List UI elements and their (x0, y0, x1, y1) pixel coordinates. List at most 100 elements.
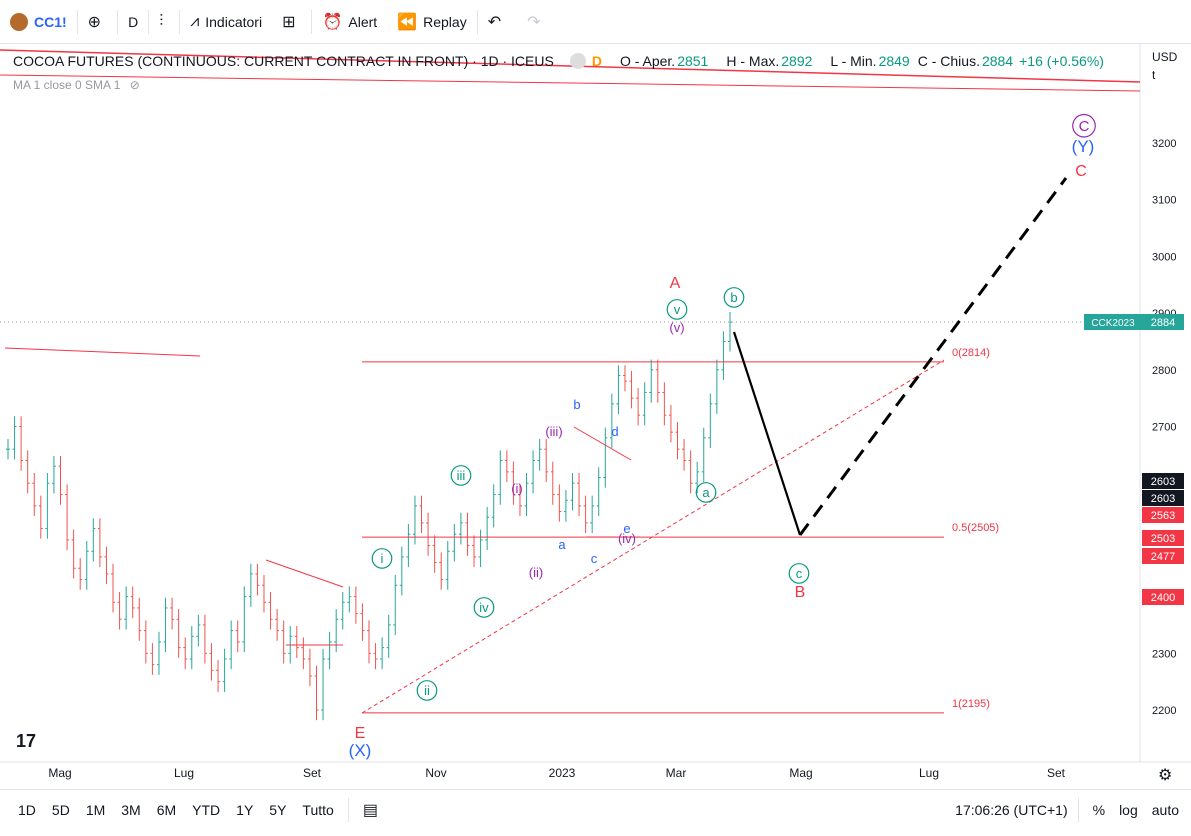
low-value: 2849 (878, 53, 910, 69)
chart-type-button[interactable]: ⫶ (149, 0, 179, 43)
trendline-top (0, 49, 1141, 83)
symbol-logo-icon (10, 12, 28, 31)
high-label: H - Max. (726, 53, 780, 69)
wave-label: a (558, 537, 566, 552)
change-value: +16 (+0.56%) (1019, 53, 1104, 69)
wave-label: B (795, 584, 806, 601)
time-tick-label: Mar (666, 766, 687, 780)
wave-label: iii (457, 468, 466, 483)
settings-gear-icon: ⚙ (1158, 765, 1172, 784)
range-button-5d[interactable]: 5D (51, 802, 70, 818)
indicators-icon: ⩘ (190, 12, 200, 30)
interval-label: D (128, 13, 139, 30)
range-button-3m[interactable]: 3M (121, 802, 141, 818)
fib-level-label: 1(2195) (952, 698, 990, 710)
undo-icon: ↶ (487, 13, 502, 31)
range-button-6m[interactable]: 6M (156, 802, 177, 818)
layouts-button[interactable]: ⊞ (272, 0, 311, 43)
log-toggle[interactable]: log (1119, 802, 1138, 818)
price-tag-value: 2563 (1151, 510, 1175, 522)
high-value: 2892 (781, 53, 813, 69)
auto-toggle[interactable]: auto (1151, 802, 1179, 818)
price-tag-label-bg (1084, 314, 1142, 330)
wave-label: A (670, 275, 681, 292)
replay-label: Replay (423, 13, 467, 30)
chart-area[interactable]: 3200310030002900280027002600250024002300… (0, 43, 1191, 788)
range-button-1y[interactable]: 1Y (236, 802, 254, 818)
wave-label-circle (371, 548, 393, 569)
close-value: 2884 (981, 53, 1014, 69)
percent-toggle[interactable]: % (1092, 802, 1106, 818)
wave-label: (iv) (618, 531, 636, 546)
divider (1077, 798, 1079, 822)
alert-button[interactable]: ⏰ Alert (312, 0, 387, 43)
price-tag-value: 2603 (1151, 476, 1175, 488)
price-tag-value: 2400 (1151, 592, 1175, 604)
fib-level-label: 0(2814) (952, 347, 990, 359)
undo-button[interactable]: ↶ (478, 0, 517, 43)
time-tick-label: Nov (425, 766, 446, 780)
wave-label: (iii) (545, 424, 562, 439)
price-tag-value: 2477 (1151, 551, 1175, 563)
symbol-label: CC1! (34, 13, 67, 30)
eye-hidden-icon[interactable]: ⊘ (129, 78, 140, 92)
wave-label-circle (1072, 113, 1096, 138)
wave-label: E (355, 725, 366, 742)
divider (476, 9, 478, 34)
wave-label-circle (473, 597, 495, 618)
wave-label: iv (479, 600, 489, 615)
time-tick-label: Lug (174, 766, 194, 780)
trendline-top-2 (0, 74, 1141, 92)
divider (148, 9, 150, 34)
price-tag-bg (1142, 530, 1184, 546)
price-tick-label: 2200 (1152, 705, 1176, 717)
price-tick-label: 2300 (1152, 648, 1176, 660)
projection-up (798, 177, 1068, 536)
range-button-1d[interactable]: 1D (18, 802, 36, 818)
range-button-ytd[interactable]: YTD (192, 802, 221, 818)
wave-label: e (623, 521, 630, 536)
divider (347, 798, 349, 822)
price-tick-label: 3200 (1152, 138, 1176, 150)
time-tick-label: Set (303, 766, 322, 780)
redo-button[interactable]: ↷ (517, 0, 556, 43)
price-chart[interactable]: 3200310030002900280027002600250024002300… (0, 43, 1191, 788)
price-tag-bg (1142, 314, 1184, 330)
unit-label[interactable]: t (1152, 68, 1156, 82)
top-toolbar: CC1! ⊕ D ⫶ ⩘ Indicatori ⊞ ⏰ Alert ⏪ Repl… (0, 0, 1191, 44)
range-buttons: 1D 5D 1M 3M 6M YTD 1Y 5Y Tutto (0, 802, 342, 818)
wave-label: (ii) (529, 565, 543, 580)
wave-label: b (730, 290, 737, 305)
wave-label-circle (695, 482, 717, 503)
symbol-button[interactable]: CC1! (0, 0, 77, 43)
indicators-button[interactable]: ⩘ Indicatori (180, 0, 272, 43)
price-tag-value: 2503 (1151, 533, 1175, 545)
price-tag-bg (1142, 548, 1184, 564)
rewind-icon: ⏪ (397, 13, 418, 31)
wave-label: (Y) (1072, 137, 1095, 156)
currency-label[interactable]: USD (1152, 50, 1178, 64)
price-tick-label: 2700 (1152, 422, 1176, 434)
replay-button[interactable]: ⏪ Replay (387, 0, 477, 43)
range-button-5y[interactable]: 5Y (269, 802, 287, 818)
divider (311, 9, 313, 34)
calendar-icon[interactable]: ▤ (362, 802, 378, 819)
clock-label[interactable]: 17:06:26 (UTC+1) (955, 802, 1068, 818)
interval-button[interactable]: D (118, 0, 148, 43)
time-tick-label: Mag (48, 766, 71, 780)
divider (179, 9, 181, 34)
fib-level-label: 0.5(2505) (952, 522, 999, 534)
wave-label: (i) (511, 481, 523, 496)
range-button-1m[interactable]: 1M (85, 802, 106, 818)
price-tick-label: 3000 (1152, 251, 1176, 263)
time-tick-label: Mag (789, 766, 812, 780)
range-button-tutto[interactable]: Tutto (302, 802, 334, 818)
bars-chart-icon: ⫶ (159, 12, 164, 30)
wave-label: v (674, 302, 681, 317)
eye-toggle-icon[interactable] (569, 53, 586, 69)
add-symbol-button[interactable]: ⊕ (78, 0, 117, 43)
wave-label-circle (788, 563, 810, 584)
wave-label-circle (723, 287, 745, 308)
wave-label: (v) (669, 320, 684, 335)
wave-label: a (702, 485, 710, 500)
